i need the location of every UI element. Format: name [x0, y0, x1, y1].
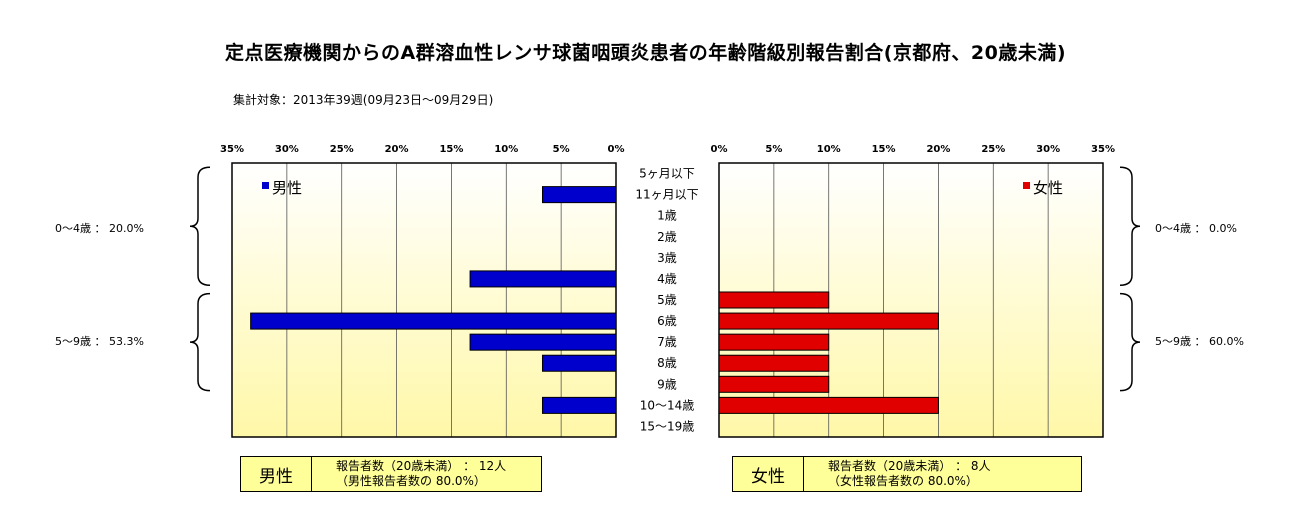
age-label: 10～14歳: [640, 398, 695, 412]
male-tick-label: 30%: [275, 144, 299, 155]
age-label: 4歳: [657, 272, 677, 286]
chart-title: 定点医療機関からのA群溶血性レンサ球菌咽頭炎患者の年齢階級別報告割合(京都府、2…: [224, 42, 1066, 64]
male-tick-label: 35%: [220, 144, 244, 155]
male-summary-box: 男性 報告者数（20歳未満） ： 12人 （男性報告者数の 80.0%）: [240, 456, 542, 492]
female-tick-label: 25%: [981, 144, 1005, 155]
female-tick-label: 15%: [872, 144, 896, 155]
age-label: 8歳: [657, 356, 677, 370]
female-legend-swatch: [1023, 182, 1030, 189]
female-tick-label: 30%: [1036, 144, 1060, 155]
male-summary-gender: 男性: [241, 457, 312, 491]
male-tick-label: 15%: [439, 144, 463, 155]
age-label: 6歳: [657, 314, 677, 328]
male-group-5-9-label: 5～9歳 ： 53.3%: [55, 335, 144, 348]
female-bar: [718, 396, 939, 414]
age-label: 5歳: [657, 293, 677, 307]
age-label: 3歳: [657, 251, 677, 265]
male-0-4-brace: [189, 166, 211, 286]
male-bar: [541, 186, 617, 204]
female-tick-label: 35%: [1091, 144, 1115, 155]
period-label: 集計対象：2013年39週(09月23日～09月29日): [233, 93, 494, 107]
age-category-labels: 5ヶ月以下 11ヶ月以下 1歳 2歳 3歳 4歳 5歳 6歳 7歳 8歳 9歳 10～14歳 15～19…: [635, 167, 698, 434]
female-0-4-brace: [1119, 166, 1141, 286]
female-tick-label: 5%: [765, 144, 782, 155]
male-tick-label: 25%: [330, 144, 354, 155]
male-legend-swatch: [262, 182, 269, 189]
female-summary-line2: （女性報告者数の 80.0%）: [828, 474, 978, 488]
male-summary-line2: （男性報告者数の 80.0%）: [336, 474, 486, 488]
age-label: 9歳: [657, 377, 677, 391]
female-bar: [718, 375, 830, 393]
male-bar: [469, 270, 617, 288]
male-bar: [250, 312, 617, 330]
female-tick-label: 10%: [817, 144, 841, 155]
age-label: 5ヶ月以下: [639, 167, 695, 181]
female-plot-area: 0% 5% 10% 15% 20% 25% 30% 35% 女性: [711, 144, 1115, 438]
male-bar: [541, 396, 617, 414]
male-bar: [541, 354, 617, 372]
female-bar: [718, 312, 939, 330]
female-group-5-9-label: 5～9歳 ： 60.0%: [1155, 335, 1244, 348]
male-tick-label: 5%: [553, 144, 570, 155]
female-legend-label: 女性: [1033, 179, 1063, 197]
age-label: 15～19歳: [640, 419, 695, 433]
male-plot-frame: [231, 162, 617, 438]
female-tick-label: 20%: [926, 144, 950, 155]
age-label: 7歳: [657, 335, 677, 349]
male-summary-line1: 報告者数（20歳未満） ： 12人: [336, 459, 507, 473]
male-tick-label: 20%: [385, 144, 409, 155]
female-summary-box: 女性 報告者数（20歳未満） ： 8人 （女性報告者数の 80.0%）: [732, 456, 1082, 492]
age-group-braces: [189, 166, 1141, 392]
female-bar: [718, 354, 830, 372]
male-plot-area: 35% 30% 25% 20% 15% 10% 5% 0% 男性: [220, 144, 625, 438]
male-tick-label: 0%: [608, 144, 625, 155]
female-bar: [718, 333, 830, 351]
female-5-9-brace: [1119, 292, 1141, 392]
male-group-0-4-label: 0～4歳 ： 20.0%: [55, 222, 144, 235]
male-legend-label: 男性: [272, 179, 302, 197]
female-summary-line1: 報告者数（20歳未満） ： 8人: [828, 459, 991, 473]
age-label: 1歳: [657, 209, 677, 223]
age-label: 2歳: [657, 230, 677, 244]
female-tick-label: 0%: [711, 144, 728, 155]
male-plot-background: [232, 163, 616, 437]
female-group-0-4-label: 0～4歳 ： 0.0%: [1155, 222, 1237, 235]
male-tick-label: 10%: [494, 144, 518, 155]
male-bar: [469, 333, 617, 351]
female-summary-gender: 女性: [733, 457, 804, 491]
male-5-9-brace: [189, 292, 211, 392]
age-label: 11ヶ月以下: [635, 188, 698, 202]
female-bar: [718, 291, 830, 309]
